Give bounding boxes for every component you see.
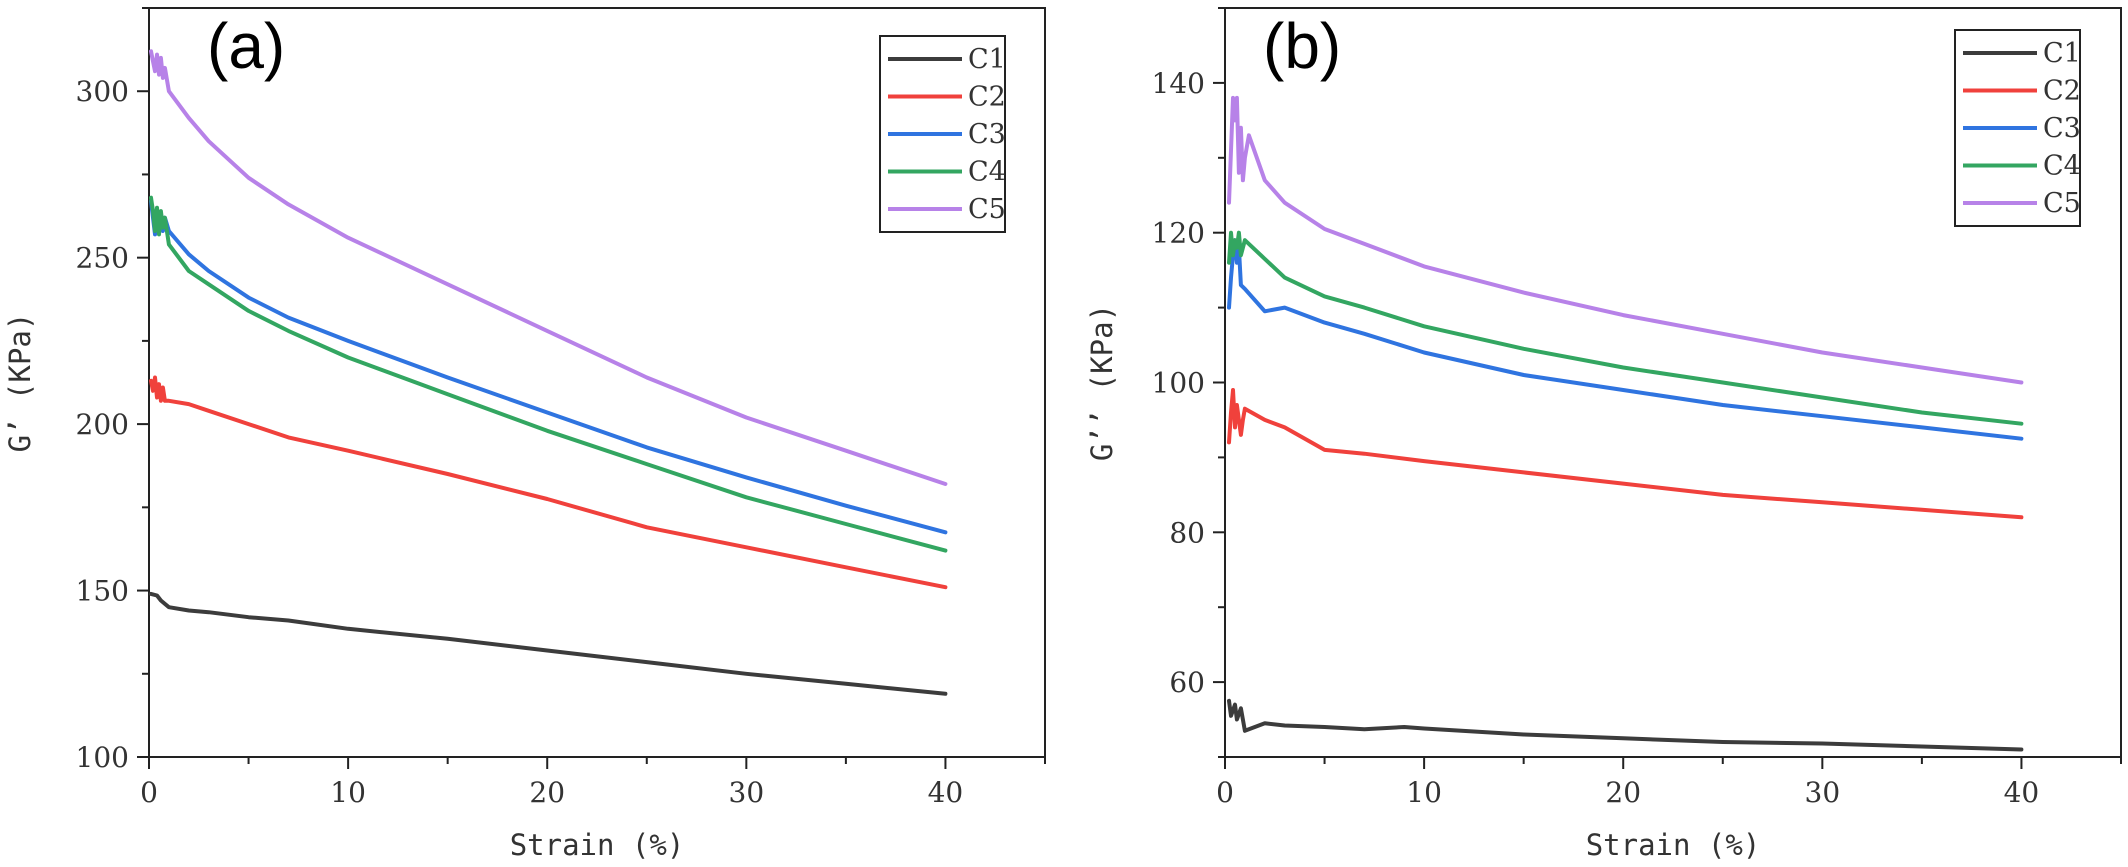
x-axis-title: Strain (%) bbox=[510, 828, 685, 862]
x-tick-label: 40 bbox=[928, 776, 964, 809]
series-line-c5 bbox=[1227, 95, 2024, 385]
legend-label-c1: C1 bbox=[2043, 38, 2081, 69]
series-line-c5 bbox=[149, 49, 948, 486]
panel-label: (b) bbox=[1263, 10, 1341, 82]
chart-panel-2: 0 10 20 30 40 60 80 100 120 140 Strain (%) G’’ (KPa… bbox=[1085, 7, 2122, 862]
x-tick-label: 10 bbox=[1406, 776, 1442, 809]
legend-label-c3: C3 bbox=[968, 119, 1006, 150]
x-tick-label: 10 bbox=[330, 776, 366, 809]
series-line-c1 bbox=[149, 591, 948, 696]
legend: C1 C2 C3 C4 C5 bbox=[1954, 29, 2081, 227]
x-tick-label: 0 bbox=[140, 776, 158, 809]
legend-label-c2: C2 bbox=[2043, 76, 2081, 107]
y-axis-title: G’’ (KPa) bbox=[1085, 304, 1119, 461]
x-tick-label: 20 bbox=[1605, 776, 1641, 809]
legend-label-c5: C5 bbox=[2043, 188, 2081, 219]
legend-label-c1: C1 bbox=[968, 44, 1006, 75]
y-axis-title: G’ (KPa) bbox=[3, 313, 37, 453]
plot-frame bbox=[148, 7, 1046, 758]
y-tick-label: 200 bbox=[76, 408, 129, 441]
y-tick-label: 140 bbox=[1152, 67, 1205, 100]
x-tick-label: 0 bbox=[1216, 776, 1234, 809]
series-line-c4 bbox=[149, 195, 948, 553]
chart-panel-1: 0 10 20 30 40 100 150 200 250 300 Strain (%) G’ (KP… bbox=[3, 7, 1046, 862]
y-tick-label: 120 bbox=[1152, 217, 1205, 250]
y-tick-label: 300 bbox=[76, 75, 129, 108]
legend: C1 C2 C3 C4 C5 bbox=[879, 35, 1006, 233]
legend-label-c5: C5 bbox=[968, 194, 1006, 225]
x-tick-label: 40 bbox=[2004, 776, 2040, 809]
x-tick-label: 20 bbox=[529, 776, 565, 809]
series-line-c4 bbox=[1227, 230, 2024, 426]
x-axis-title: Strain (%) bbox=[1586, 828, 1761, 862]
y-tick-label: 100 bbox=[76, 741, 129, 774]
y-tick-label: 150 bbox=[76, 575, 129, 608]
series-line-c2 bbox=[1227, 388, 2024, 520]
legend-label-c4: C4 bbox=[2043, 151, 2081, 182]
x-tick-label: 30 bbox=[1805, 776, 1841, 809]
legend-label-c3: C3 bbox=[2043, 113, 2081, 144]
y-tick-label: 100 bbox=[1152, 367, 1205, 400]
y-tick-label: 250 bbox=[76, 242, 129, 275]
series-line-c2 bbox=[149, 375, 948, 590]
series-line-c3 bbox=[149, 199, 948, 535]
series-line-c1 bbox=[1227, 698, 2024, 752]
y-tick-label: 60 bbox=[1169, 666, 1205, 699]
legend-label-c2: C2 bbox=[968, 82, 1006, 113]
panel-label: (a) bbox=[207, 10, 285, 82]
x-tick-label: 30 bbox=[729, 776, 765, 809]
legend-label-c4: C4 bbox=[968, 157, 1006, 188]
y-tick-label: 80 bbox=[1169, 516, 1205, 549]
